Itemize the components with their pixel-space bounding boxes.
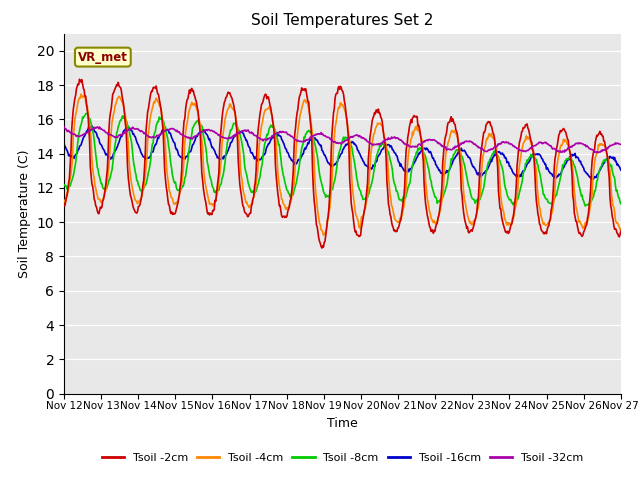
Tsoil -2cm xyxy=(318,245,326,251)
Tsoil -2cm xyxy=(70,101,78,107)
Tsoil -16cm xyxy=(428,150,435,156)
Line: Tsoil -16cm: Tsoil -16cm xyxy=(64,126,621,180)
Tsoil -2cm xyxy=(185,91,193,97)
Tsoil -8cm xyxy=(411,154,419,160)
Tsoil -8cm xyxy=(60,182,68,188)
X-axis label: Time: Time xyxy=(327,417,358,430)
Tsoil -8cm xyxy=(581,203,589,209)
Tsoil -4cm xyxy=(214,186,222,192)
Tsoil -2cm xyxy=(412,114,419,120)
Tsoil -2cm xyxy=(128,199,136,205)
Tsoil -4cm xyxy=(319,232,327,238)
Tsoil -32cm xyxy=(185,134,193,140)
Tsoil -16cm xyxy=(88,123,96,129)
Tsoil -4cm xyxy=(428,216,436,222)
Line: Tsoil -2cm: Tsoil -2cm xyxy=(64,79,621,248)
Tsoil -32cm xyxy=(93,124,101,130)
Line: Tsoil -4cm: Tsoil -4cm xyxy=(64,94,621,235)
Tsoil -2cm xyxy=(617,228,625,234)
Tsoil -8cm xyxy=(185,149,193,155)
Tsoil -16cm xyxy=(128,128,136,134)
Legend: Tsoil -2cm, Tsoil -4cm, Tsoil -8cm, Tsoil -16cm, Tsoil -32cm: Tsoil -2cm, Tsoil -4cm, Tsoil -8cm, Tsoi… xyxy=(97,448,588,467)
Tsoil -4cm xyxy=(60,199,68,205)
Tsoil -2cm xyxy=(60,202,68,208)
Tsoil -32cm xyxy=(214,132,222,138)
Tsoil -32cm xyxy=(617,142,625,147)
Tsoil -32cm xyxy=(594,150,602,156)
Tsoil -32cm xyxy=(128,125,136,131)
Tsoil -4cm xyxy=(128,184,136,190)
Tsoil -8cm xyxy=(214,186,222,192)
Tsoil -32cm xyxy=(60,124,68,130)
Tsoil -32cm xyxy=(70,132,78,137)
Tsoil -8cm xyxy=(428,178,435,183)
Tsoil -32cm xyxy=(411,144,419,150)
Tsoil -2cm xyxy=(76,76,83,82)
Tsoil -2cm xyxy=(428,227,436,233)
Text: VR_met: VR_met xyxy=(78,50,128,63)
Line: Tsoil -32cm: Tsoil -32cm xyxy=(64,127,621,153)
Tsoil -2cm xyxy=(214,177,222,183)
Line: Tsoil -8cm: Tsoil -8cm xyxy=(64,113,621,206)
Tsoil -4cm xyxy=(412,124,419,130)
Tsoil -4cm xyxy=(185,109,193,115)
Title: Soil Temperatures Set 2: Soil Temperatures Set 2 xyxy=(252,13,433,28)
Tsoil -4cm xyxy=(617,226,625,232)
Tsoil -8cm xyxy=(83,110,91,116)
Y-axis label: Soil Temperature (C): Soil Temperature (C) xyxy=(18,149,31,278)
Tsoil -8cm xyxy=(70,169,78,175)
Tsoil -16cm xyxy=(589,177,596,182)
Tsoil -16cm xyxy=(70,156,78,161)
Tsoil -4cm xyxy=(77,91,85,97)
Tsoil -16cm xyxy=(214,155,222,160)
Tsoil -16cm xyxy=(617,167,625,173)
Tsoil -8cm xyxy=(128,145,136,151)
Tsoil -16cm xyxy=(411,159,419,165)
Tsoil -16cm xyxy=(185,149,193,155)
Tsoil -4cm xyxy=(70,126,78,132)
Tsoil -32cm xyxy=(428,137,435,143)
Tsoil -16cm xyxy=(60,140,68,146)
Tsoil -8cm xyxy=(617,201,625,206)
